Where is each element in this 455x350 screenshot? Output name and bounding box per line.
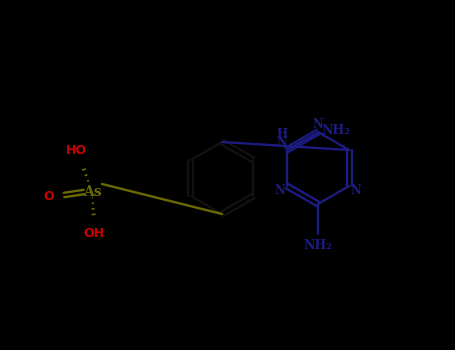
- Text: N: N: [276, 136, 287, 149]
- Text: HO: HO: [66, 144, 86, 157]
- Text: NH₂: NH₂: [322, 125, 350, 138]
- Text: N: N: [351, 183, 361, 196]
- Text: As: As: [83, 185, 101, 199]
- Text: NH₂: NH₂: [303, 239, 332, 252]
- Text: N: N: [274, 183, 285, 196]
- Text: N: N: [313, 118, 324, 131]
- Text: H: H: [276, 127, 287, 140]
- Text: OH: OH: [84, 227, 105, 240]
- Text: O: O: [43, 189, 54, 203]
